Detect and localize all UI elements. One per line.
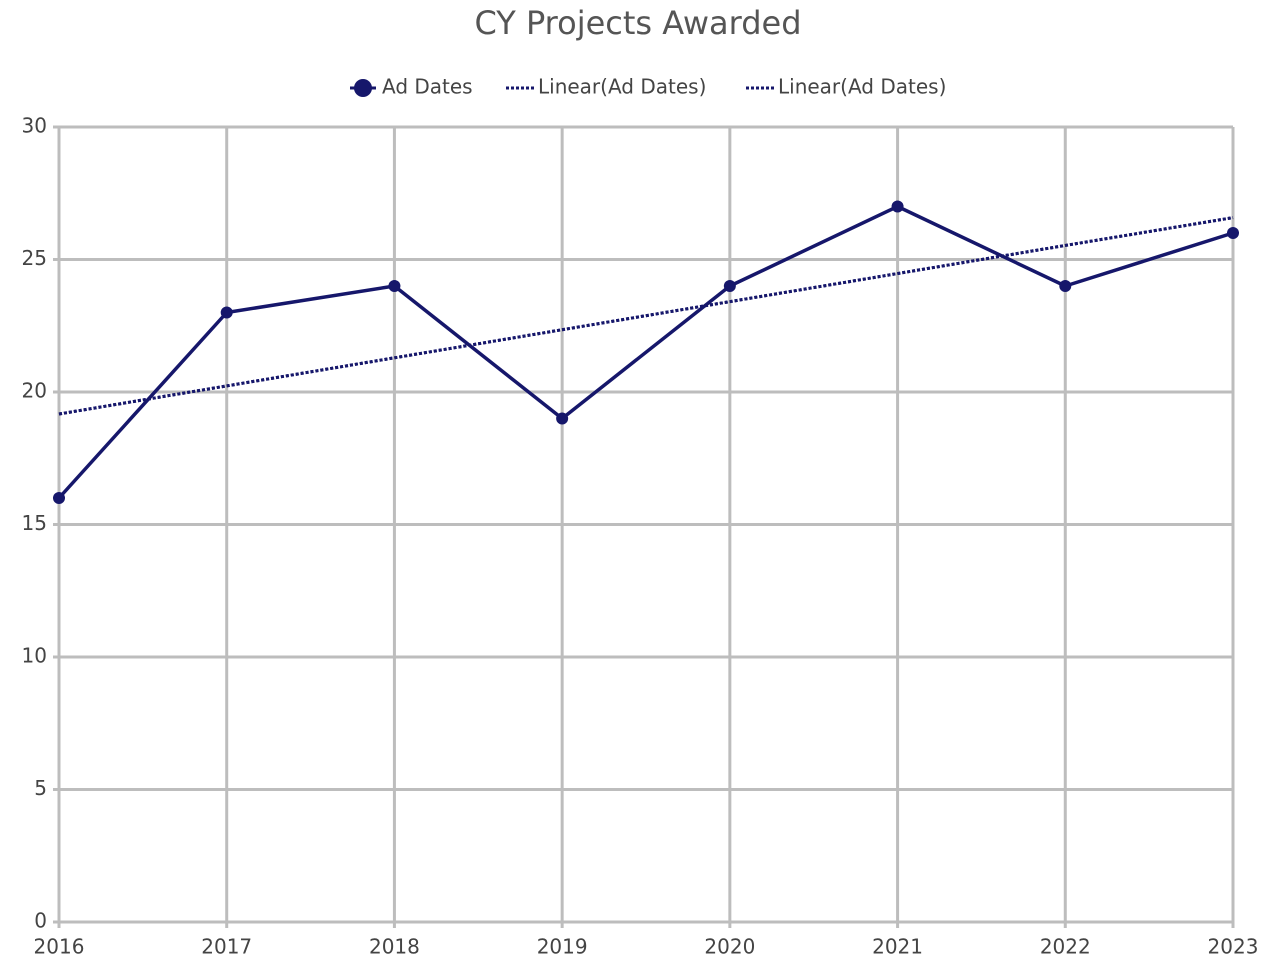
x-tick-label: 2023 bbox=[1208, 935, 1259, 959]
data-point bbox=[1227, 227, 1239, 239]
x-tick-label: 2021 bbox=[872, 935, 923, 959]
legend-label: Linear(Ad Dates) bbox=[538, 75, 706, 99]
data-point bbox=[53, 492, 65, 504]
x-tick-label: 2018 bbox=[369, 935, 420, 959]
y-tick-label: 5 bbox=[34, 776, 47, 800]
y-tick-label: 0 bbox=[34, 909, 47, 933]
y-tick-label: 20 bbox=[22, 379, 47, 403]
x-tick-label: 2017 bbox=[201, 935, 252, 959]
data-point bbox=[891, 200, 904, 213]
data-point bbox=[220, 306, 233, 319]
series-line bbox=[58, 216, 1234, 416]
chart-title: CY Projects Awarded bbox=[474, 4, 801, 42]
series-line bbox=[57, 204, 1234, 500]
legend-marker bbox=[354, 79, 372, 97]
x-tick-label: 2016 bbox=[34, 935, 85, 959]
data-point bbox=[1059, 280, 1072, 292]
y-tick-label: 25 bbox=[22, 246, 47, 270]
y-tick-label: 30 bbox=[22, 114, 47, 138]
data-point bbox=[723, 280, 736, 292]
y-tick-label: 15 bbox=[22, 511, 47, 535]
data-point bbox=[556, 412, 569, 425]
x-tick-label: 2019 bbox=[537, 935, 588, 959]
legend-label: Linear(Ad Dates) bbox=[778, 75, 946, 99]
legend-label: Ad Dates bbox=[382, 75, 473, 99]
x-tick-label: 2020 bbox=[704, 935, 755, 959]
data-point bbox=[388, 280, 401, 292]
x-tick-label: 2022 bbox=[1040, 935, 1091, 959]
y-tick-label: 10 bbox=[22, 644, 47, 668]
